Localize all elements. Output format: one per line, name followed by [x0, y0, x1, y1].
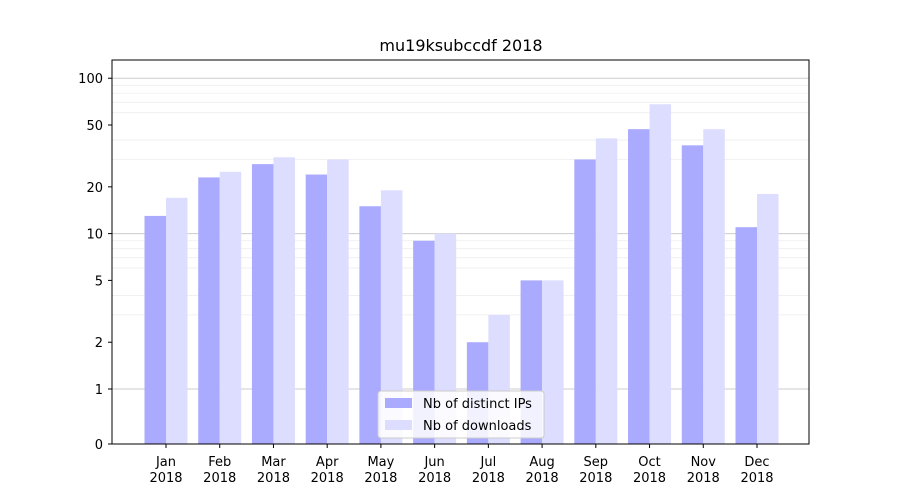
y-tick-label: 2: [95, 336, 103, 351]
x-tick-label-month: Jul: [480, 455, 497, 470]
bar-downloads: [595, 138, 618, 444]
x-tick-label-year: 2018: [149, 471, 182, 486]
bar-downloads: [703, 129, 725, 445]
y-tick-label: 0: [95, 438, 103, 453]
x-tick-label-year: 2018: [740, 471, 773, 486]
y-tick-label: 10: [86, 228, 103, 243]
y-tick-label: 50: [86, 119, 103, 134]
bar-distinct-ips: [305, 174, 328, 444]
bar-downloads: [327, 159, 349, 444]
legend-label: Nb of distinct IPs: [423, 397, 532, 412]
x-tick-label-year: 2018: [203, 471, 236, 486]
bar-distinct-ips: [198, 177, 220, 444]
legend-label: Nb of downloads: [423, 419, 532, 434]
y-tick-label: 20: [86, 181, 103, 196]
legend-swatch: [385, 398, 412, 408]
bar-downloads: [380, 190, 403, 444]
chart-title: mu19ksubccdf 2018: [379, 36, 542, 55]
x-tick-label-year: 2018: [418, 471, 451, 486]
x-tick-label-month: May: [367, 455, 394, 470]
bar-downloads: [542, 280, 564, 444]
x-tick-label-month: Sep: [584, 455, 609, 470]
plot-frame: [111, 59, 810, 445]
y-tick-label: 5: [95, 274, 103, 289]
x-tick-label-year: 2018: [687, 471, 720, 486]
bar-distinct-ips: [251, 164, 274, 444]
legend: Nb of distinct IPs Nb of downloads: [377, 390, 545, 439]
legend-box: [377, 390, 545, 439]
bar-downloads: [273, 157, 295, 444]
x-tick-label-year: 2018: [526, 471, 559, 486]
x-axis: Jan2018Feb2018Mar2018Apr2018May2018Jun20…: [149, 444, 774, 486]
bar-distinct-ips: [144, 215, 166, 444]
x-tick-label-month: Apr: [316, 455, 339, 470]
bar-distinct-ips: [628, 129, 650, 445]
legend-swatch: [385, 420, 412, 430]
x-tick-label-year: 2018: [579, 471, 612, 486]
bar-downloads: [219, 171, 242, 444]
x-tick-label-year: 2018: [633, 471, 666, 486]
x-tick-label-month: Feb: [208, 455, 231, 470]
y-tick-label: 1: [95, 383, 103, 398]
bar-distinct-ips: [735, 227, 757, 444]
x-tick-label-year: 2018: [311, 471, 344, 486]
y-tick-label: 100: [78, 72, 103, 87]
y-axis: 0 1 2 5 10 20 50 100: [78, 72, 112, 453]
x-tick-label-year: 2018: [472, 471, 505, 486]
x-tick-label-month: Dec: [744, 455, 769, 470]
bar-distinct-ips: [359, 206, 381, 444]
x-tick-label-year: 2018: [364, 471, 397, 486]
x-tick-label-month: Mar: [261, 455, 286, 470]
x-tick-label-month: Oct: [638, 455, 660, 470]
bar-distinct-ips: [574, 159, 596, 444]
bar-distinct-ips: [681, 145, 704, 444]
x-tick-label-month: Nov: [691, 455, 717, 470]
bar-downloads: [166, 197, 188, 444]
bar-downloads: [757, 193, 779, 444]
x-tick-label-month: Jan: [155, 455, 176, 470]
x-tick-label-month: Aug: [529, 455, 554, 470]
x-tick-label-month: Jun: [423, 455, 444, 470]
x-tick-label-year: 2018: [257, 471, 290, 486]
bar-downloads: [649, 104, 672, 444]
